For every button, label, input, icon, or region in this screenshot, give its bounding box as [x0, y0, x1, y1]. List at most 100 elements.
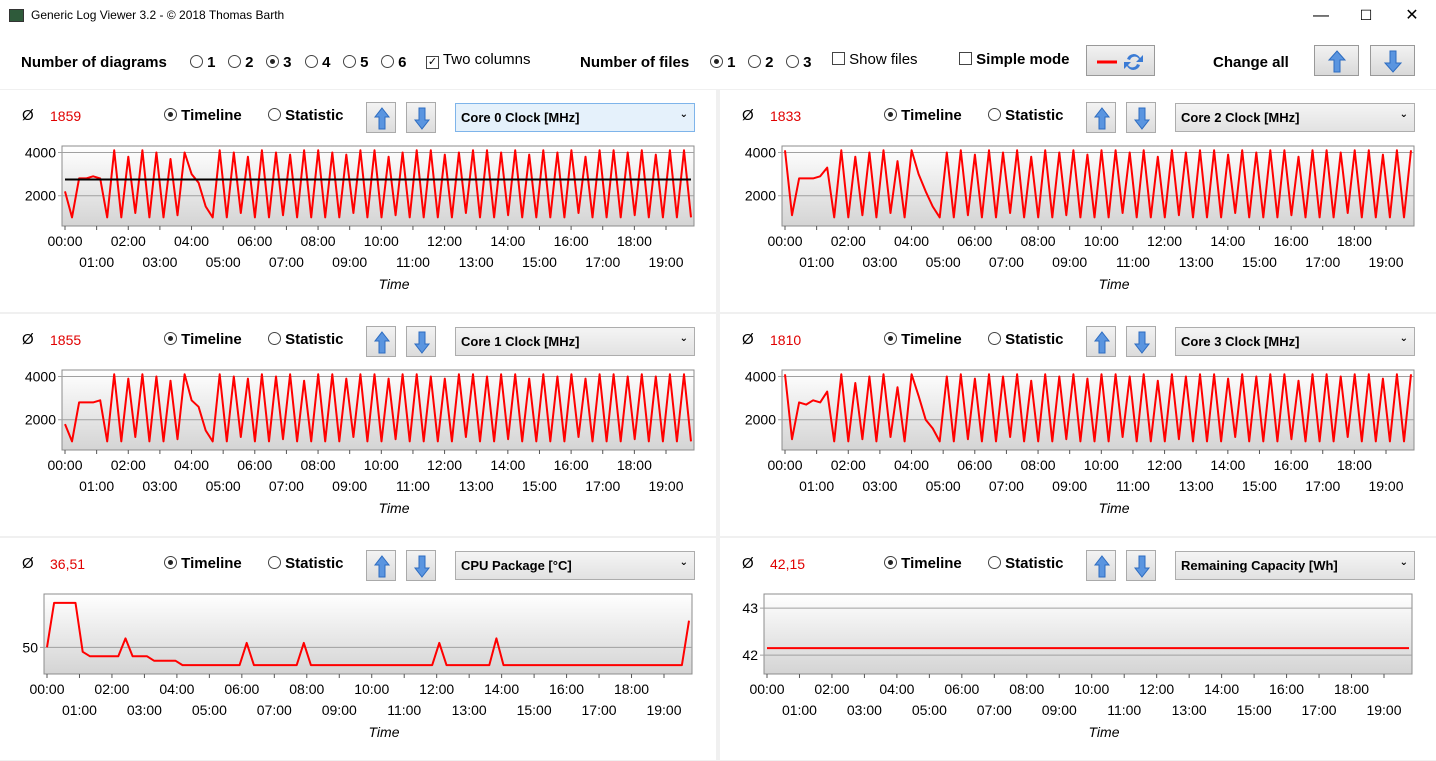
- change-all-down-button[interactable]: [1370, 45, 1415, 76]
- diagram-option-6[interactable]: 6: [381, 54, 407, 71]
- x-axis-label: Time: [1089, 724, 1120, 740]
- checkbox-icon[interactable]: [832, 52, 845, 65]
- checkbox-icon[interactable]: [959, 52, 972, 65]
- change-all-up-button[interactable]: [1314, 45, 1359, 76]
- x-tick-label: 14:00: [1210, 233, 1245, 249]
- radio-icon[interactable]: [268, 556, 281, 569]
- move-down-button[interactable]: [1126, 550, 1156, 581]
- radio-icon[interactable]: [988, 332, 1001, 345]
- diagram-panel-6: Ø 42,15 Timeline Statistic Remaining Cap…: [720, 538, 1436, 760]
- move-down-button[interactable]: [406, 550, 436, 581]
- y-tick-label: 2000: [25, 412, 56, 428]
- move-up-button[interactable]: [366, 326, 396, 357]
- close-button[interactable]: ✕: [1405, 7, 1419, 24]
- timeline-label: Timeline: [901, 331, 962, 348]
- x-tick-label: 14:00: [1204, 681, 1239, 697]
- x-tick-label: 02:00: [111, 233, 146, 249]
- average-value: 42,15: [770, 556, 806, 572]
- radio-icon[interactable]: [988, 556, 1001, 569]
- diagram-option-5[interactable]: 5: [343, 54, 369, 71]
- maximize-button[interactable]: ☐: [1359, 7, 1373, 23]
- timeline-radio[interactable]: Timeline: [164, 107, 242, 124]
- sensor-select[interactable]: Core 3 Clock [MHz] ⌄: [1175, 327, 1415, 356]
- timeline-radio[interactable]: Timeline: [884, 555, 962, 572]
- swap-icon: [1097, 54, 1143, 70]
- series-line: [64, 149, 692, 219]
- move-down-button[interactable]: [406, 102, 436, 133]
- move-down-button[interactable]: [1126, 102, 1156, 133]
- y-tick-label: 2000: [25, 188, 56, 204]
- swap-color-button[interactable]: [1086, 45, 1155, 76]
- radio-icon[interactable]: [988, 108, 1001, 121]
- minimize-button[interactable]: —: [1313, 7, 1329, 24]
- radio-selected-icon[interactable]: [164, 332, 177, 345]
- radio-icon[interactable]: [268, 332, 281, 345]
- radio-icon[interactable]: [228, 55, 241, 68]
- timeline-radio[interactable]: Timeline: [164, 555, 242, 572]
- timeline-label: Timeline: [901, 555, 962, 572]
- move-up-button[interactable]: [366, 550, 396, 581]
- arrow-up-icon: [373, 107, 391, 130]
- x-tick-label: 18:00: [617, 233, 652, 249]
- average-symbol: Ø: [22, 107, 34, 124]
- move-down-button[interactable]: [406, 326, 436, 357]
- statistic-radio[interactable]: Statistic: [268, 331, 344, 348]
- diagram-option-4[interactable]: 4: [305, 54, 331, 71]
- move-down-button[interactable]: [1126, 326, 1156, 357]
- x-tick-label: 19:00: [648, 478, 683, 494]
- radio-icon[interactable]: [268, 108, 281, 121]
- move-up-button[interactable]: [1086, 326, 1116, 357]
- timeline-radio[interactable]: Timeline: [884, 107, 962, 124]
- radio-icon[interactable]: [305, 55, 318, 68]
- sensor-select[interactable]: Core 0 Clock [MHz] ⌄: [455, 103, 695, 132]
- statistic-radio[interactable]: Statistic: [988, 107, 1064, 124]
- x-tick-label: 03:00: [142, 478, 177, 494]
- x-tick-label: 08:00: [301, 457, 336, 473]
- diagram-option-3[interactable]: 3: [266, 54, 292, 71]
- x-tick-label: 16:00: [1274, 233, 1309, 249]
- diagram-option-2[interactable]: 2: [228, 54, 254, 71]
- checkmark-icon[interactable]: ✓: [426, 56, 439, 69]
- x-tick-label: 04:00: [894, 457, 929, 473]
- show-files-checkbox[interactable]: Show files: [832, 51, 918, 68]
- radio-selected-icon[interactable]: [710, 55, 723, 68]
- timeline-radio[interactable]: Timeline: [884, 331, 962, 348]
- radio-selected-icon[interactable]: [884, 108, 897, 121]
- radio-selected-icon[interactable]: [164, 108, 177, 121]
- x-tick-label: 05:00: [926, 478, 961, 494]
- x-tick-label: 08:00: [1009, 681, 1044, 697]
- radio-icon[interactable]: [343, 55, 356, 68]
- diagram-option-1[interactable]: 1: [190, 54, 216, 71]
- simple-mode-checkbox[interactable]: Simple mode: [959, 51, 1070, 68]
- sensor-select[interactable]: CPU Package [°C] ⌄: [455, 551, 695, 580]
- file-option-3[interactable]: 3: [786, 54, 812, 71]
- x-tick-label: 18:00: [1334, 681, 1369, 697]
- radio-icon[interactable]: [190, 55, 203, 68]
- statistic-radio[interactable]: Statistic: [988, 555, 1064, 572]
- file-option-1[interactable]: 1: [710, 54, 736, 71]
- x-tick-label: 08:00: [301, 233, 336, 249]
- statistic-radio[interactable]: Statistic: [988, 331, 1064, 348]
- x-tick-label: 18:00: [614, 681, 649, 697]
- radio-selected-icon[interactable]: [884, 556, 897, 569]
- radio-selected-icon[interactable]: [164, 556, 177, 569]
- timeline-radio[interactable]: Timeline: [164, 331, 242, 348]
- radio-icon[interactable]: [786, 55, 799, 68]
- radio-icon[interactable]: [381, 55, 394, 68]
- sensor-select[interactable]: Remaining Capacity [Wh] ⌄: [1175, 551, 1415, 580]
- statistic-radio[interactable]: Statistic: [268, 107, 344, 124]
- file-option-2[interactable]: 2: [748, 54, 774, 71]
- x-tick-label: 02:00: [831, 233, 866, 249]
- statistic-radio[interactable]: Statistic: [268, 555, 344, 572]
- two-columns-checkbox[interactable]: ✓ Two columns: [426, 51, 531, 69]
- radio-icon[interactable]: [748, 55, 761, 68]
- radio-selected-icon[interactable]: [266, 55, 279, 68]
- x-tick-label: 12:00: [1147, 233, 1182, 249]
- move-up-button[interactable]: [366, 102, 396, 133]
- sensor-select[interactable]: Core 2 Clock [MHz] ⌄: [1175, 103, 1415, 132]
- move-up-button[interactable]: [1086, 102, 1116, 133]
- radio-selected-icon[interactable]: [884, 332, 897, 345]
- sensor-select[interactable]: Core 1 Clock [MHz] ⌄: [455, 327, 695, 356]
- move-up-button[interactable]: [1086, 550, 1116, 581]
- x-tick-label: 15:00: [522, 254, 557, 270]
